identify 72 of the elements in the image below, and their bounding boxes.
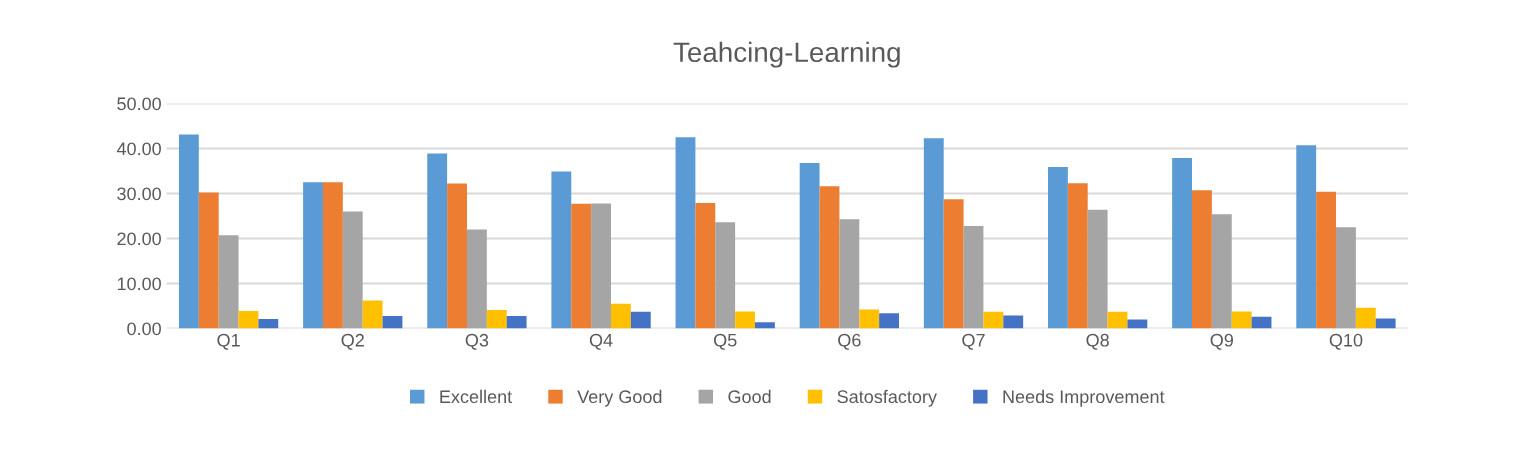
bar — [238, 310, 259, 329]
bar — [1355, 307, 1376, 329]
x-tick-label: Q1 — [217, 333, 240, 350]
x-tick-label: Q10 — [1329, 333, 1363, 350]
bar — [879, 313, 900, 329]
bar — [1336, 227, 1356, 329]
bar — [819, 186, 840, 329]
bar — [675, 137, 696, 329]
x-tick-label: Q3 — [465, 333, 489, 350]
bar — [1211, 214, 1232, 329]
bar — [591, 203, 611, 329]
bar — [362, 300, 383, 329]
bar — [322, 182, 343, 329]
y-tick-label: 20.00 — [117, 232, 161, 246]
bar — [218, 235, 239, 329]
bar — [427, 153, 448, 329]
x-tick-label: Q7 — [962, 333, 985, 350]
bar — [486, 310, 507, 329]
bar — [1067, 183, 1088, 329]
bar — [1316, 191, 1337, 329]
bar — [839, 219, 860, 329]
y-tick-label: 40.00 — [116, 142, 161, 156]
bar — [178, 134, 199, 329]
bar — [1087, 209, 1108, 329]
bar — [735, 311, 755, 329]
legend-label: Needs Improvement — [1003, 389, 1165, 407]
x-tick-label: Q8 — [1086, 333, 1109, 350]
x-tick-label: Q9 — [1210, 333, 1233, 350]
bar — [1047, 166, 1068, 329]
x-tick-label: Q2 — [341, 333, 364, 350]
bar — [799, 162, 820, 329]
bar — [923, 138, 944, 329]
bar — [1192, 190, 1212, 329]
legend-label: Excellent — [440, 389, 513, 404]
x-tick-label: Q4 — [589, 333, 613, 350]
bar — [258, 319, 279, 329]
bar — [342, 211, 363, 329]
bar — [1003, 315, 1024, 329]
y-tick-label: 10.00 — [117, 277, 161, 291]
bar — [755, 322, 775, 329]
bar — [630, 311, 651, 329]
legend-label: Satosfactory — [837, 389, 937, 407]
legend-label: Very Good — [577, 389, 662, 407]
bar — [859, 309, 880, 329]
chart-title: Teahcing-Learning — [673, 41, 900, 68]
bar — [382, 315, 403, 329]
bar — [1107, 311, 1128, 329]
legend-label: Good — [728, 389, 771, 404]
y-tick-label: 50.00 — [117, 97, 161, 111]
x-tick-label: Q6 — [838, 333, 861, 350]
bar — [198, 192, 219, 329]
bar — [466, 229, 487, 329]
bar — [1172, 157, 1192, 329]
bar — [715, 222, 736, 329]
bar — [695, 202, 716, 329]
bar — [447, 183, 467, 329]
bar — [1251, 316, 1272, 329]
bar — [1296, 145, 1317, 329]
bar — [943, 199, 964, 329]
bar — [610, 303, 631, 329]
bar — [1127, 319, 1148, 329]
bar — [551, 171, 572, 329]
bar — [506, 315, 527, 329]
bar — [1375, 318, 1396, 329]
bar — [571, 203, 592, 329]
y-tick-label: 0.00 — [127, 322, 161, 336]
y-tick-label: 30.00 — [117, 187, 161, 201]
bar — [303, 182, 323, 329]
bar — [1231, 311, 1252, 329]
bar — [983, 311, 1004, 329]
x-tick-label: Q5 — [714, 333, 737, 350]
bar — [963, 225, 984, 329]
